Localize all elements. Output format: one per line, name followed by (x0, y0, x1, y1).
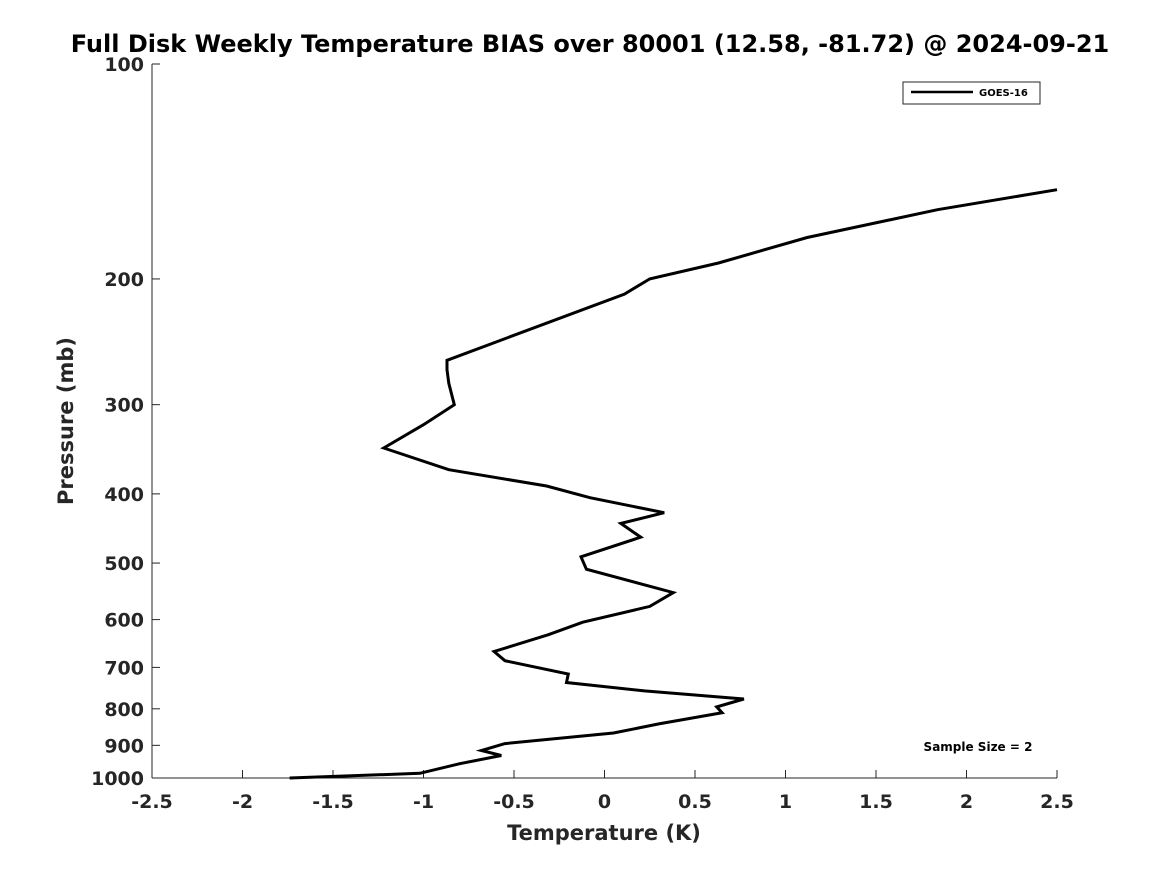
legend: GOES-16 (902, 81, 1041, 105)
series-group (289, 188, 1058, 780)
y-tick-label: 400 (104, 484, 144, 506)
x-tick-label: 2.5 (1040, 791, 1074, 813)
x-ticks: -2.5 -2 -1.5 -1 -0.5 0 0.5 1 1.5 2 2.5 (131, 770, 1074, 813)
legend-label-goes-16: GOES-16 (979, 88, 1028, 99)
x-tick-label: -0.5 (493, 791, 535, 813)
y-axis-label: Pressure (mb) (54, 337, 78, 505)
x-axis-label: Temperature (K) (507, 821, 701, 845)
x-tick-label: -1.5 (312, 791, 354, 813)
y-tick-label: 500 (104, 553, 144, 575)
x-tick-label: -2 (232, 791, 253, 813)
x-tick-label: 0.5 (678, 791, 712, 813)
y-ticks: 100 200 300 400 500 600 700 800 900 1000 (91, 54, 160, 790)
y-tick-label: 800 (104, 699, 144, 721)
y-tick-label: 200 (104, 269, 144, 291)
x-tick-label: 1 (779, 791, 792, 813)
y-tick-label: 300 (104, 395, 144, 417)
y-tick-label: 700 (104, 657, 144, 679)
x-tick-label: 0 (598, 791, 611, 813)
x-tick-label: 1.5 (859, 791, 893, 813)
series-line-goes-16 (289, 188, 1058, 780)
x-tick-label: 2 (960, 791, 973, 813)
sample-size-annotation: Sample Size = 2 (924, 740, 1033, 754)
x-tick-label: -1 (413, 791, 434, 813)
chart-title: Full Disk Weekly Temperature BIAS over 8… (71, 30, 1110, 58)
y-tick-label: 600 (104, 610, 144, 632)
y-tick-label: 1000 (91, 768, 144, 790)
x-tick-label: -2.5 (131, 791, 173, 813)
y-tick-label: 900 (104, 735, 144, 757)
y-tick-label: 100 (104, 54, 144, 76)
